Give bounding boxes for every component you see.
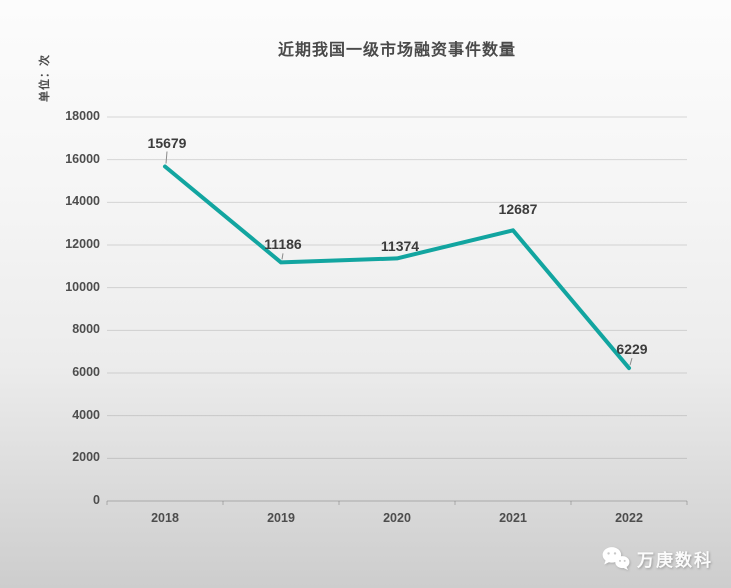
x-axis-tick-label: 2018 xyxy=(151,511,179,525)
data-point-label: 6229 xyxy=(616,341,648,358)
data-point-label: 15679 xyxy=(147,134,187,151)
y-axis-tick-label: 10000 xyxy=(65,279,100,294)
y-axis-tick-label: 16000 xyxy=(65,151,100,166)
y-axis-tick-label: 4000 xyxy=(72,407,100,422)
wechat-icon xyxy=(602,547,630,571)
x-axis-tick-label: 2020 xyxy=(383,511,411,525)
brand-watermark: 万庚数科 xyxy=(601,546,713,571)
y-axis-tick-label: 8000 xyxy=(72,322,100,337)
y-axis-tick-label: 14000 xyxy=(65,194,100,209)
data-point-label: 11186 xyxy=(264,236,302,253)
chart-title: 近期我国一级市场融资事件数量 xyxy=(277,42,516,59)
data-point-label: 12687 xyxy=(498,201,538,218)
y-axis-tick-label: 6000 xyxy=(72,365,100,379)
brand-name: 万庚数科 xyxy=(637,551,713,570)
x-axis-tick-label: 2019 xyxy=(267,511,295,525)
x-axis-tick-label: 2022 xyxy=(615,511,643,525)
y-axis-tick-label: 12000 xyxy=(65,237,100,251)
x-axis-tick-label: 2021 xyxy=(499,511,527,525)
y-axis-tick-label: 18000 xyxy=(65,109,100,123)
y-axis-tick-label: 2000 xyxy=(72,450,100,465)
data-point-label: 11374 xyxy=(380,238,420,255)
y-axis-tick-label: 0 xyxy=(93,493,100,507)
